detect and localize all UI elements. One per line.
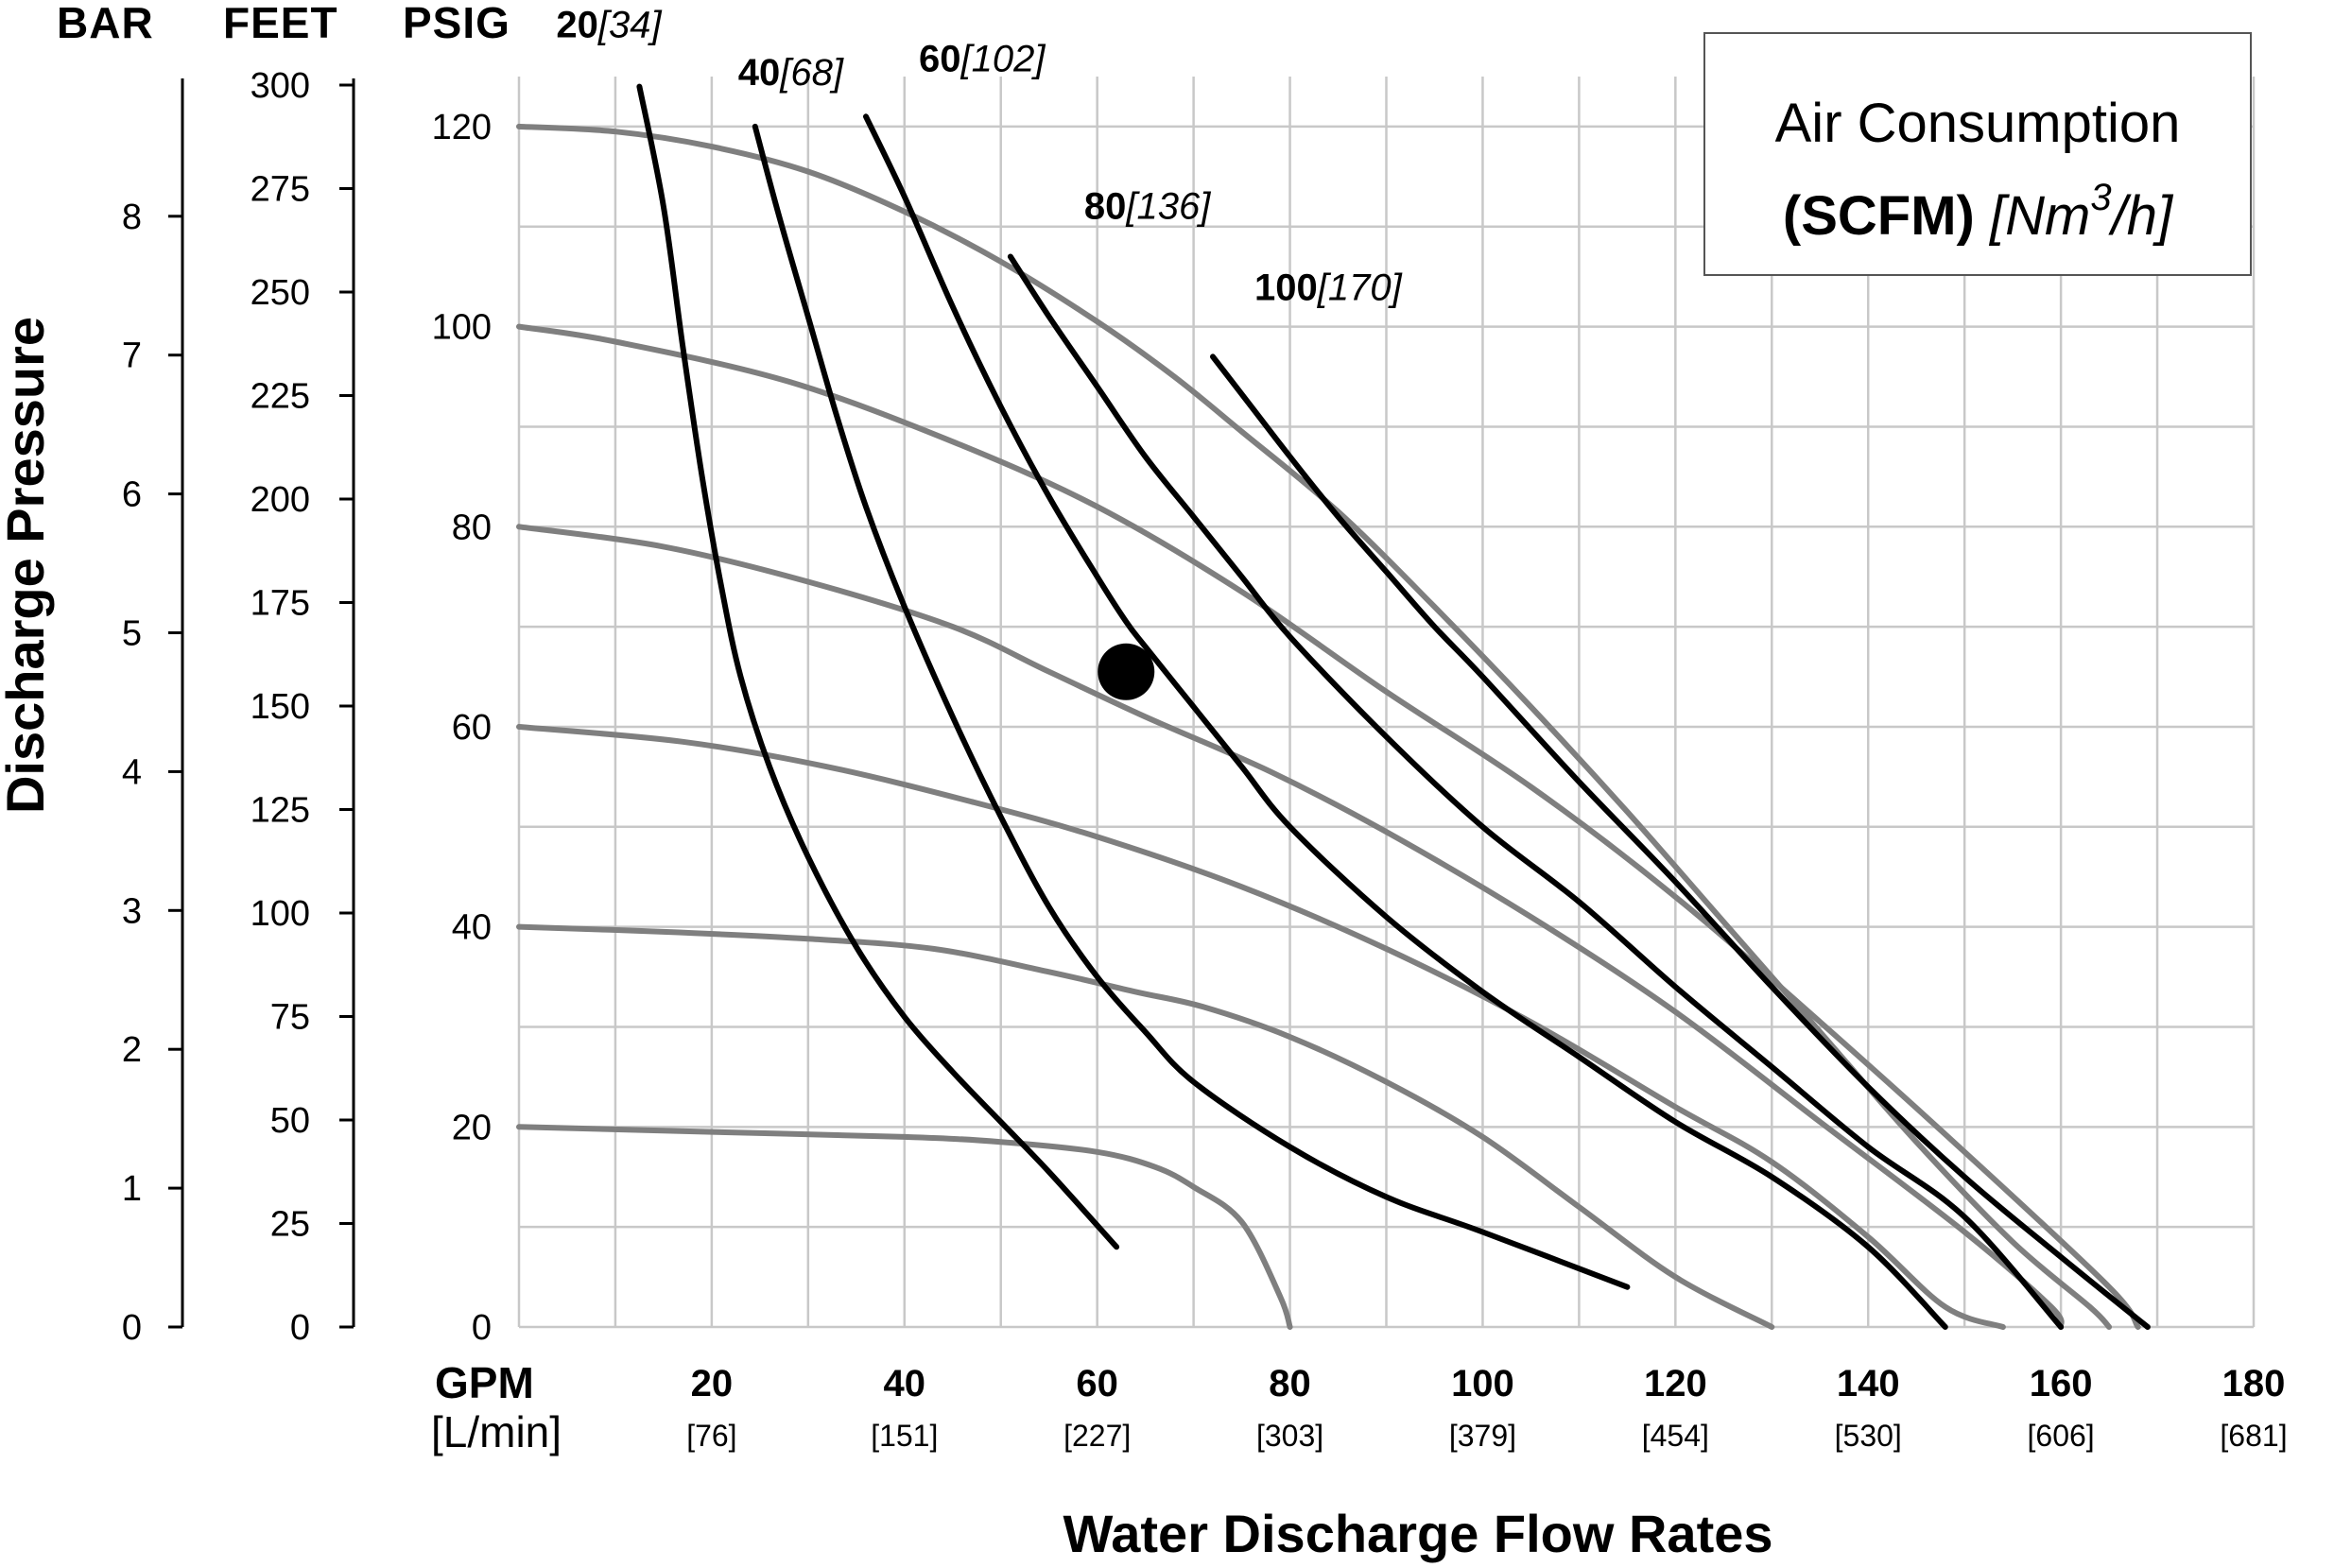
bar-tick-label: 1 [122, 1169, 142, 1209]
psig-tick-label: 20 [452, 1108, 492, 1147]
feet-tick-label: 50 [270, 1101, 310, 1141]
psig-unit-header: PSIG [403, 0, 510, 47]
x-tick-gpm: 160 [2030, 1363, 2093, 1404]
x-tick-lpm: [530] [1835, 1419, 1902, 1453]
x-tick-gpm: 80 [1269, 1363, 1311, 1404]
air-label-scfm: 40 [738, 52, 781, 94]
x-axis-title: Water Discharge Flow Rates [1063, 1504, 1772, 1563]
performance-curve [516, 1124, 1293, 1330]
performance-curve [516, 524, 2065, 1330]
performance-curve [516, 724, 2006, 1330]
air-consumption-curve [863, 113, 1948, 1330]
feet-tick-label: 25 [270, 1205, 310, 1245]
bar-tick-label: 5 [122, 614, 142, 654]
psig-tick-label: 120 [432, 108, 492, 147]
feet-tick-label: 75 [270, 998, 310, 1038]
legend-box: Air Consumption (SCFM) [Nm3/h] [1703, 32, 2252, 276]
x-unit-lpm: [L/min] [431, 1407, 562, 1456]
feet-tick-label: 175 [251, 584, 310, 624]
bar-tick-label: 7 [122, 336, 142, 376]
air-consumption-curve [752, 123, 1631, 1290]
feet-tick-label: 275 [251, 170, 310, 210]
air-consumption-labels: 20[34] 40[68] 60[102] 80[136] 100[170] [556, 5, 1402, 309]
air-label-scfm: 100 [1254, 267, 1318, 308]
operating-point-marker [1098, 643, 1155, 700]
psig-tick-label: 60 [452, 708, 492, 748]
performance-curve [516, 323, 2141, 1330]
feet-tick-label: 150 [251, 687, 310, 727]
bar-tick-label: 3 [122, 891, 142, 931]
bar-tick-label: 6 [122, 475, 142, 515]
air-curve-label: 40[68] [738, 52, 844, 94]
feet-unit-header: FEET [223, 0, 338, 47]
x-tick-lpm: [303] [1256, 1419, 1323, 1453]
bar-tick-label: 0 [122, 1308, 142, 1348]
feet-tick-label: 100 [251, 894, 310, 934]
x-unit-gpm: GPM [435, 1358, 534, 1407]
air-label-nm3h: [102] [960, 38, 1046, 79]
air-label-nm3h: [170] [1317, 267, 1403, 308]
x-tick-gpm: 120 [1644, 1363, 1707, 1404]
air-consumption-curve [636, 83, 1120, 1250]
air-curve-label: 80[136] [1084, 186, 1211, 228]
x-tick-gpm: 40 [884, 1363, 926, 1404]
legend-nm-post: /h] [2108, 185, 2174, 247]
air-label-scfm: 20 [556, 5, 598, 46]
air-curve-label: 100[170] [1254, 267, 1403, 308]
legend-nm-sup: 3 [2090, 177, 2111, 218]
air-label-scfm: 60 [919, 38, 961, 79]
operating-point-layer [1098, 643, 1155, 700]
feet-tick-label: 225 [251, 377, 310, 417]
psig-tick-label: 0 [472, 1308, 492, 1348]
x-tick-lpm: [606] [2028, 1419, 2095, 1453]
x-tick-gpm: 180 [2222, 1363, 2286, 1404]
x-tick-lpm: [379] [1449, 1419, 1516, 1453]
air-curve-label: 20[34] [556, 5, 662, 46]
x-tick-group: 20 [76] 40 [151] 60 [227] 80 [303] 100 [379] 120 [4… [686, 1363, 2287, 1453]
x-tick-lpm: [76] [686, 1419, 736, 1453]
legend-frame [1703, 32, 2252, 276]
air-consumption-curve [1007, 253, 2065, 1330]
bar-tick-label: 2 [122, 1030, 142, 1070]
performance-curve [516, 123, 2113, 1330]
x-tick-gpm: 20 [691, 1363, 734, 1404]
x-tick-lpm: [454] [1642, 1419, 1709, 1453]
x-tick-lpm: [227] [1063, 1419, 1131, 1453]
psig-tick-group: 0 20 40 60 80 100 120 [432, 108, 492, 1348]
feet-tick-label: 200 [251, 480, 310, 520]
feet-tick-label: 300 [251, 66, 310, 106]
bar-tick-label: 8 [122, 198, 142, 237]
bar-unit-header: BAR [57, 0, 154, 47]
legend-nm-pre: [Nm [1988, 185, 2090, 247]
air-curve-label: 60[102] [919, 38, 1046, 79]
x-tick-gpm: 60 [1076, 1363, 1118, 1404]
x-tick-gpm: 100 [1451, 1363, 1514, 1404]
air-label-nm3h: [34] [597, 5, 663, 46]
air-label-nm3h: [136] [1125, 186, 1211, 228]
feet-tick-label: 0 [290, 1308, 310, 1348]
feet-tick-group: 0 25 50 75 100 125 150 175 200 225 250 275 300 [251, 66, 354, 1348]
psig-tick-label: 80 [452, 508, 492, 547]
grid-lines [517, 77, 2256, 1329]
air-label-nm3h: [68] [779, 52, 844, 94]
air-consumption-curve [1210, 353, 2151, 1330]
performance-curves [516, 123, 2141, 1330]
y-axis-title: Discharge Pressure [0, 317, 55, 814]
x-tick-lpm: [681] [2220, 1419, 2287, 1453]
feet-tick-label: 250 [251, 273, 310, 313]
air-consumption-curves [636, 83, 2151, 1330]
air-label-scfm: 80 [1084, 186, 1127, 228]
x-tick-lpm: [151] [871, 1419, 938, 1453]
psig-tick-label: 40 [452, 908, 492, 948]
bar-tick-group: 0 1 2 3 4 5 6 7 8 [122, 198, 182, 1348]
bar-tick-label: 4 [122, 752, 142, 792]
feet-tick-label: 125 [251, 791, 310, 831]
performance-curve [516, 923, 1775, 1330]
legend-scfm: (SCFM) [1783, 185, 1975, 247]
x-tick-gpm: 140 [1837, 1363, 1900, 1404]
legend-title-line2: (SCFM) [Nm3/h] [1783, 177, 2174, 247]
psig-tick-label: 100 [432, 308, 492, 348]
legend-title-line1: Air Consumption [1775, 93, 2181, 154]
